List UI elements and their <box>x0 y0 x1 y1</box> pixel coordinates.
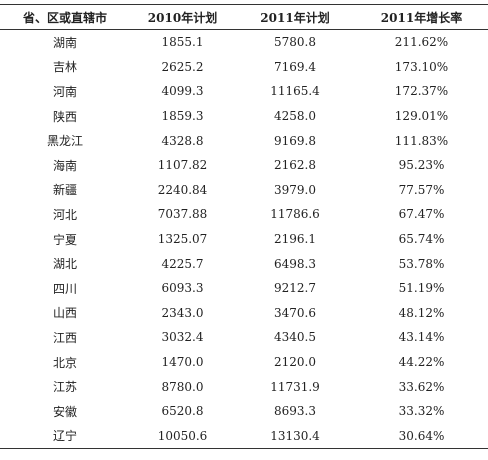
value-cell: 44.22% <box>398 355 445 370</box>
table-row: 湖南 1855.1 5780.8 211.62% <box>0 30 488 55</box>
value-cell: 4328.8 <box>161 133 204 148</box>
value-cell: 8693.3 <box>274 404 316 419</box>
value-cell: 9212.7 <box>274 281 316 296</box>
region-cell: 吉林 <box>52 60 77 75</box>
value-cell: 67.47% <box>398 207 445 222</box>
table-row: 山西 2343.0 3470.6 48.12% <box>0 301 488 326</box>
value-cell: 4340.5 <box>274 330 316 345</box>
value-cell: 173.10% <box>394 59 449 74</box>
table-row: 海南 1107.82 2162.8 95.23% <box>0 153 488 178</box>
table-row: 辽宁 10050.6 13130.4 30.64% <box>0 424 488 449</box>
region-cell: 湖北 <box>52 257 77 272</box>
value-cell: 11786.6 <box>270 207 320 222</box>
table-header: 省、区或直辖市 2010年计划 2011年计划 2011年增长率 <box>0 4 488 30</box>
region-cell: 北京 <box>52 355 77 370</box>
table-row: 新疆 2240.84 3979.0 77.57% <box>0 178 488 203</box>
region-cell: 四川 <box>52 281 77 296</box>
table-row: 四川 6093.3 9212.7 51.19% <box>0 276 488 301</box>
value-cell: 2343.0 <box>161 305 204 320</box>
value-cell: 1325.07 <box>157 232 208 247</box>
value-cell: 53.78% <box>398 256 445 271</box>
region-cell: 湖南 <box>52 35 77 50</box>
value-cell: 172.37% <box>394 84 449 99</box>
value-cell: 4225.7 <box>161 256 204 271</box>
region-cell: 黑龙江 <box>46 134 83 149</box>
region-cell: 海南 <box>52 158 77 173</box>
value-cell: 8780.0 <box>161 379 204 394</box>
value-cell: 95.23% <box>398 158 445 173</box>
header-cell: 省、区或直辖市 <box>22 10 107 25</box>
region-cell: 陕西 <box>52 109 77 124</box>
region-cell: 宁夏 <box>52 232 77 247</box>
table-row: 陕西 1859.3 4258.0 129.01% <box>0 104 488 129</box>
value-cell: 129.01% <box>394 109 449 124</box>
page: 省、区或直辖市 2010年计划 2011年计划 2011年增长率 湖南 1855.1 57… <box>0 4 488 460</box>
region-cell: 河北 <box>52 207 77 222</box>
value-cell: 7037.88 <box>157 207 208 222</box>
value-cell: 6520.8 <box>161 404 204 419</box>
value-cell: 2625.2 <box>161 59 204 74</box>
value-cell: 13130.4 <box>270 428 320 443</box>
table-row: 江西 3032.4 4340.5 43.14% <box>0 325 488 350</box>
value-cell: 2240.84 <box>157 182 208 197</box>
region-cell: 江苏 <box>52 380 77 395</box>
table-row: 河北 7037.88 11786.6 67.47% <box>0 202 488 227</box>
value-cell: 7169.4 <box>274 59 316 74</box>
value-cell: 65.74% <box>398 232 445 247</box>
value-cell: 77.57% <box>398 182 445 197</box>
value-cell: 51.19% <box>398 281 445 296</box>
value-cell: 111.83% <box>394 133 449 148</box>
table-row: 黑龙江 4328.8 9169.8 111.83% <box>0 128 488 153</box>
value-cell: 2196.1 <box>274 232 316 247</box>
header-cell: 2011年增长率 <box>380 10 463 25</box>
region-cell: 河南 <box>52 84 77 99</box>
data-table: 省、区或直辖市 2010年计划 2011年计划 2011年增长率 湖南 1855.1 57… <box>0 4 488 449</box>
value-cell: 4099.3 <box>161 84 204 99</box>
value-cell: 33.62% <box>398 379 445 394</box>
region-cell: 山西 <box>52 306 77 321</box>
header-cell: 2011年计划 <box>260 10 330 25</box>
region-cell: 安徽 <box>52 404 77 419</box>
value-cell: 30.64% <box>398 428 445 443</box>
region-cell: 新疆 <box>52 183 77 198</box>
table-row: 河南 4099.3 11165.4 172.37% <box>0 79 488 104</box>
value-cell: 11731.9 <box>270 379 320 394</box>
table-body: 湖南 1855.1 5780.8 211.62% 吉林 2625.2 7169.4 173.1… <box>0 30 488 449</box>
value-cell: 6093.3 <box>161 281 204 296</box>
value-cell: 1470.0 <box>161 355 204 370</box>
header-cell: 2010年计划 <box>147 10 218 25</box>
header-row: 省、区或直辖市 2010年计划 2011年计划 2011年增长率 <box>0 4 488 30</box>
table-row: 江苏 8780.0 11731.9 33.62% <box>0 374 488 399</box>
value-cell: 4258.0 <box>274 109 316 124</box>
value-cell: 2120.0 <box>274 355 316 370</box>
value-cell: 6498.3 <box>274 256 316 271</box>
value-cell: 3470.6 <box>274 305 316 320</box>
value-cell: 3979.0 <box>274 182 316 197</box>
value-cell: 11165.4 <box>270 84 320 99</box>
value-cell: 43.14% <box>398 330 445 345</box>
value-cell: 211.62% <box>394 35 449 50</box>
table-row: 宁夏 1325.07 2196.1 65.74% <box>0 227 488 252</box>
value-cell: 1859.3 <box>161 109 204 124</box>
value-cell: 10050.6 <box>157 428 208 443</box>
value-cell: 2162.8 <box>274 158 316 173</box>
table-row: 北京 1470.0 2120.0 44.22% <box>0 350 488 375</box>
value-cell: 33.32% <box>398 404 445 419</box>
value-cell: 48.12% <box>398 305 445 320</box>
value-cell: 1855.1 <box>161 35 204 50</box>
value-cell: 5780.8 <box>274 35 316 50</box>
value-cell: 1107.82 <box>157 158 208 173</box>
region-cell: 辽宁 <box>52 429 77 444</box>
value-cell: 3032.4 <box>161 330 204 345</box>
region-cell: 江西 <box>52 330 77 345</box>
table-row: 吉林 2625.2 7169.4 173.10% <box>0 55 488 80</box>
table-row: 湖北 4225.7 6498.3 53.78% <box>0 251 488 276</box>
table-row: 安徽 6520.8 8693.3 33.32% <box>0 399 488 424</box>
value-cell: 9169.8 <box>274 133 316 148</box>
